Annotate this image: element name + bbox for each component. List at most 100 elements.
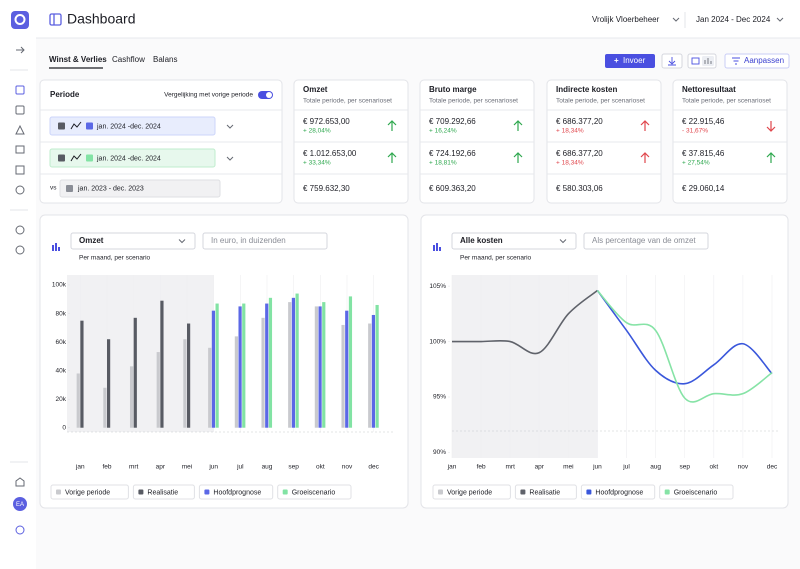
chart-subtitle: Per maand, per scenario bbox=[79, 255, 151, 262]
bar bbox=[341, 324, 345, 428]
previous-label: jan. 2023 - dec. 2023 bbox=[77, 185, 144, 192]
legend-swatch bbox=[138, 489, 144, 495]
y-tick-label: 20k bbox=[56, 396, 67, 403]
legend-label: Groeiscenario bbox=[292, 489, 336, 496]
legend-label: Groeiscenario bbox=[674, 489, 718, 496]
x-tick-label: dec bbox=[368, 464, 379, 471]
view-grid-icon[interactable] bbox=[691, 57, 700, 65]
nav-settings[interactable] bbox=[15, 185, 25, 195]
x-tick-label: jul bbox=[236, 464, 244, 471]
kpi-value: € 37.815,46 bbox=[682, 149, 725, 158]
tab-active[interactable]: Winst & Verlies bbox=[49, 55, 107, 64]
history-shade bbox=[67, 275, 214, 432]
kpi-arrow bbox=[387, 152, 397, 163]
kpi-previous: € 29.060,14 bbox=[682, 184, 725, 193]
x-tick-label: aug bbox=[262, 464, 273, 471]
x-tick-label: nov bbox=[342, 464, 353, 471]
swatch bbox=[66, 185, 73, 192]
trend-icon bbox=[70, 121, 82, 130]
bar bbox=[261, 317, 265, 428]
metric-select[interactable] bbox=[70, 232, 196, 250]
scenario-growth[interactable] bbox=[49, 148, 216, 168]
nav-dashboard[interactable] bbox=[15, 85, 25, 95]
x-tick-label: apr bbox=[535, 464, 545, 471]
customize-button[interactable] bbox=[724, 53, 790, 69]
logo[interactable] bbox=[11, 11, 29, 29]
kpi-value: € 686.377,20 bbox=[556, 117, 603, 126]
y-tick-label: 60k bbox=[56, 339, 67, 346]
x-tick-label: jul bbox=[622, 464, 630, 471]
scenario-main[interactable] bbox=[49, 116, 216, 136]
kpi-arrow bbox=[513, 152, 523, 163]
chevron[interactable] bbox=[226, 124, 234, 129]
bar bbox=[322, 302, 326, 428]
unit-input[interactable] bbox=[202, 232, 328, 250]
legend-item[interactable] bbox=[132, 484, 195, 500]
bar bbox=[268, 297, 273, 428]
collapse-icon[interactable] bbox=[16, 46, 25, 54]
nav-grid[interactable] bbox=[15, 165, 25, 175]
add-button-label: Invoer bbox=[623, 56, 646, 65]
nav-help[interactable] bbox=[15, 245, 25, 255]
bar bbox=[295, 293, 299, 428]
tab[interactable]: Balans bbox=[153, 55, 177, 64]
nav-theme[interactable] bbox=[15, 525, 25, 535]
avatar[interactable] bbox=[13, 497, 27, 511]
legend-item[interactable] bbox=[580, 484, 656, 500]
legend-item[interactable] bbox=[277, 484, 352, 500]
previous-period[interactable] bbox=[59, 179, 221, 198]
bar bbox=[318, 306, 322, 428]
bar bbox=[368, 323, 372, 428]
bar bbox=[187, 323, 191, 428]
bar bbox=[375, 304, 379, 428]
x-tick-label: okt bbox=[709, 464, 718, 471]
legend-swatch bbox=[664, 489, 670, 495]
metric-select[interactable] bbox=[451, 232, 577, 250]
period-select[interactable]: Jan 2024 - Dec 2024 bbox=[696, 15, 771, 24]
x-tick-label: sep bbox=[679, 464, 690, 471]
kpi-arrow bbox=[513, 120, 523, 131]
bar bbox=[242, 303, 246, 428]
nav-reports[interactable] bbox=[15, 105, 25, 115]
chevron[interactable] bbox=[226, 156, 234, 161]
bar bbox=[265, 303, 269, 428]
kpi-change: + 33,34% bbox=[303, 160, 331, 167]
chevron bbox=[672, 17, 680, 22]
kpi-arrow bbox=[766, 152, 776, 163]
bar bbox=[348, 296, 353, 428]
kpi-subtitle: Totale periode, per scenarioset bbox=[303, 98, 392, 105]
kpi-title: Bruto marge bbox=[429, 85, 477, 94]
page-title: Dashboard bbox=[67, 11, 136, 27]
legend-item[interactable] bbox=[50, 484, 129, 500]
add-plus: + bbox=[614, 56, 619, 65]
x-tick-label: jan bbox=[75, 464, 85, 471]
kpi-change: + 18,34% bbox=[556, 128, 584, 135]
nav-info[interactable] bbox=[15, 225, 25, 235]
tab[interactable]: Cashflow bbox=[112, 55, 145, 64]
filter-icon bbox=[732, 57, 740, 65]
x-tick-label: feb bbox=[102, 464, 111, 471]
bar bbox=[76, 373, 80, 428]
kpi-change: + 18,34% bbox=[556, 160, 584, 167]
legend-swatch bbox=[520, 489, 526, 495]
x-tick-label: nov bbox=[738, 464, 749, 471]
bar bbox=[107, 339, 111, 428]
legend-item[interactable] bbox=[432, 484, 511, 500]
header bbox=[36, 0, 800, 38]
legend-item[interactable] bbox=[198, 484, 274, 500]
nav-table[interactable] bbox=[15, 145, 25, 154]
add-button[interactable] bbox=[605, 54, 655, 68]
legend-item[interactable] bbox=[514, 484, 577, 500]
legend-item[interactable] bbox=[659, 484, 734, 500]
nav-scenarios[interactable] bbox=[15, 124, 25, 135]
unit-input[interactable] bbox=[583, 232, 709, 250]
chevron bbox=[776, 17, 784, 22]
trend-icon bbox=[70, 153, 82, 162]
x-tick-label: aug bbox=[650, 464, 661, 471]
company-select[interactable]: Vrolijk Vloerbeheer bbox=[592, 15, 660, 24]
chart-icon bbox=[439, 247, 441, 251]
legend-label: Vorige periode bbox=[447, 489, 492, 496]
x-tick-label: jun bbox=[592, 464, 602, 471]
nav-home[interactable] bbox=[15, 477, 25, 487]
scenario-label: jan. 2024 -dec. 2024 bbox=[96, 155, 161, 162]
